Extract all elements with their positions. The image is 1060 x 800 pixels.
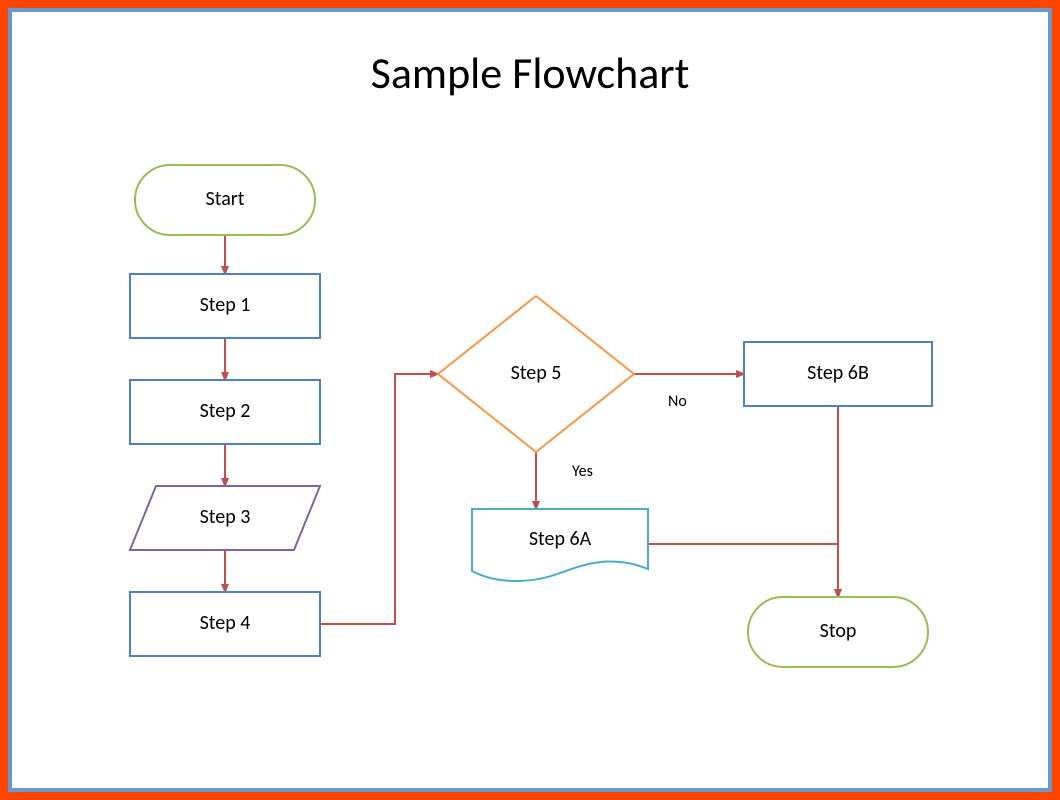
node-stop: Stop <box>748 597 928 667</box>
edge-step4-step5 <box>320 374 438 624</box>
node-label-step2: Step 2 <box>200 399 251 423</box>
node-label-step4: Step 4 <box>200 611 251 635</box>
edge-step6a-stop <box>648 544 838 597</box>
node-start: Start <box>135 165 315 235</box>
node-step6a: Step 6A <box>472 509 648 581</box>
edge-label-yes: Yes <box>572 462 593 481</box>
node-label-start: Start <box>206 187 245 211</box>
node-step2: Step 2 <box>130 380 320 444</box>
node-step5: Step 5 <box>438 296 634 452</box>
node-label-step5: Step 5 <box>511 361 562 385</box>
node-label-step6b: Step 6B <box>807 361 869 385</box>
flowchart-svg: No Yes Start Step 1 Step 2 Step 3 Step 4 Step … <box>0 0 1060 800</box>
node-label-step3: Step 3 <box>200 505 251 529</box>
node-label-step6a: Step 6A <box>529 527 592 551</box>
node-step6b: Step 6B <box>744 342 932 406</box>
node-label-stop: Stop <box>820 619 857 643</box>
flowchart-canvas: Sample Flowchart NoYes StartStep 1Step 2… <box>0 0 1060 800</box>
node-step4: Step 4 <box>130 592 320 656</box>
node-step1: Step 1 <box>130 274 320 338</box>
edge-label-no: No <box>668 392 687 411</box>
node-step3: Step 3 <box>130 486 320 550</box>
node-label-step1: Step 1 <box>200 293 251 317</box>
